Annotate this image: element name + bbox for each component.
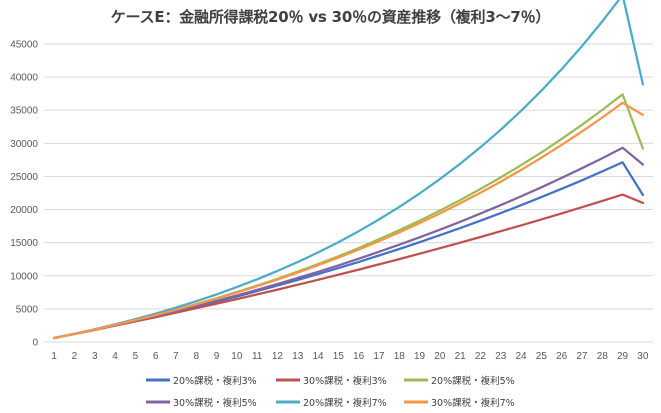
x-tick-label: 12	[272, 351, 284, 362]
x-tick-label: 3	[92, 351, 98, 362]
x-tick-label: 26	[556, 351, 568, 362]
legend: 20%課税・複利3% 30%課税・複利3% 20%課税・複利5% 30%課税・複利5%…	[146, 375, 515, 409]
x-tick-label: 9	[214, 351, 220, 362]
x-tick-label: 14	[312, 351, 324, 362]
x-tick-label: 22	[475, 351, 487, 362]
x-tick-label: 17	[373, 351, 385, 362]
y-tick-label: 45000	[10, 40, 38, 51]
x-tick-label: 19	[414, 351, 426, 362]
x-tick-label: 23	[495, 351, 507, 362]
series-line-5	[52, 101, 645, 340]
x-tick-label: 27	[576, 351, 588, 362]
x-tick-label: 30	[637, 351, 649, 362]
series-layer	[52, 0, 645, 340]
x-tick-label: 6	[153, 351, 159, 362]
x-tick-label: 4	[112, 351, 118, 362]
x-tick-label: 1	[51, 351, 57, 362]
legend-label: 30%課税・複利7%	[431, 397, 515, 409]
y-tick-label: 40000	[10, 73, 38, 84]
x-tick-label: 25	[536, 351, 548, 362]
x-tick-label: 16	[353, 351, 365, 362]
y-tick-label: 5000	[16, 304, 39, 315]
y-tick-label: 20000	[10, 205, 38, 216]
x-tick-label: 28	[597, 351, 609, 362]
legend-label: 20%課税・複利7%	[303, 397, 387, 409]
series-line-4	[52, 0, 645, 340]
x-tick-label: 7	[173, 351, 179, 362]
grid-layer	[44, 43, 653, 343]
x-tick-label: 5	[133, 351, 139, 362]
x-tick-label: 18	[394, 351, 406, 362]
legend-item: 20%課税・複利7%	[276, 397, 387, 409]
axis-layer: 0 5000 10000 15000 20000 25000 30000 35000 40000…	[10, 40, 649, 363]
x-tick-label: 29	[617, 351, 629, 362]
y-tick-label: 0	[32, 338, 38, 349]
legend-label: 30%課税・複利3%	[303, 375, 387, 387]
y-tick-label: 30000	[10, 139, 38, 150]
legend-item: 30%課税・複利3%	[276, 375, 387, 387]
y-tick-label: 10000	[10, 271, 38, 282]
x-tick-label: 11	[252, 351, 263, 362]
x-tick-label: 13	[292, 351, 304, 362]
legend-item: 30%課税・複利7%	[404, 397, 515, 409]
x-tick-label: 2	[72, 351, 78, 362]
chart-title: ケースE：金融所得課税20％ vs 30％の資産推移（複利3～7％）	[110, 8, 551, 26]
legend-label: 20%課税・複利3%	[173, 375, 257, 387]
x-tick-label: 20	[434, 351, 446, 362]
y-tick-label: 25000	[10, 172, 38, 183]
legend-item: 20%課税・複利3%	[146, 375, 257, 387]
x-tick-label: 10	[231, 351, 243, 362]
x-tick-label: 15	[333, 351, 345, 362]
y-tick-label: 15000	[10, 238, 38, 249]
legend-label: 20%課税・複利5%	[431, 375, 515, 387]
y-tick-label: 35000	[10, 106, 38, 117]
series-line-0	[52, 161, 645, 340]
legend-item: 30%課税・複利5%	[146, 397, 257, 409]
x-tick-label: 21	[455, 351, 467, 362]
x-tick-label: 8	[193, 351, 199, 362]
legend-item: 20%課税・複利5%	[404, 375, 515, 387]
legend-label: 30%課税・複利5%	[173, 397, 257, 409]
x-tick-label: 24	[515, 351, 527, 362]
